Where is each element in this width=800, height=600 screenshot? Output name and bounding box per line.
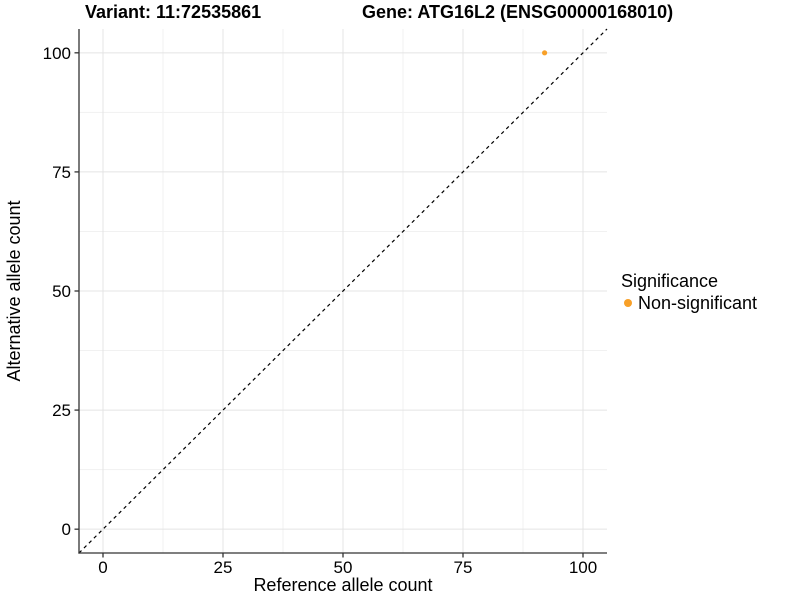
y-tick-label: 100: [43, 44, 71, 63]
x-axis-title: Reference allele count: [253, 575, 432, 595]
legend-item-label: Non-significant: [638, 293, 758, 313]
y-tick-label: 25: [52, 401, 71, 420]
x-tick-label: 0: [98, 558, 107, 577]
y-tick-label: 50: [52, 282, 71, 301]
x-tick-label: 100: [569, 558, 597, 577]
y-tick-label: 75: [52, 163, 71, 182]
legend: Significance Non-significant: [621, 271, 757, 313]
plot-title-variant: Variant: 11:72535861: [85, 2, 262, 22]
y-axis-title: Alternative allele count: [4, 200, 24, 381]
x-tick-label: 50: [334, 558, 353, 577]
y-tick-label: 0: [62, 520, 71, 539]
identity-line: [78, 28, 608, 554]
legend-title: Significance: [621, 271, 719, 291]
x-tick-label: 75: [454, 558, 473, 577]
x-tick-label: 25: [214, 558, 233, 577]
legend-point-icon: [624, 299, 632, 307]
data-point: [542, 50, 548, 56]
plot-title-gene: Gene: ATG16L2 (ENSG00000168010): [362, 2, 674, 22]
legend-item-non-significant: Non-significant: [621, 293, 757, 313]
